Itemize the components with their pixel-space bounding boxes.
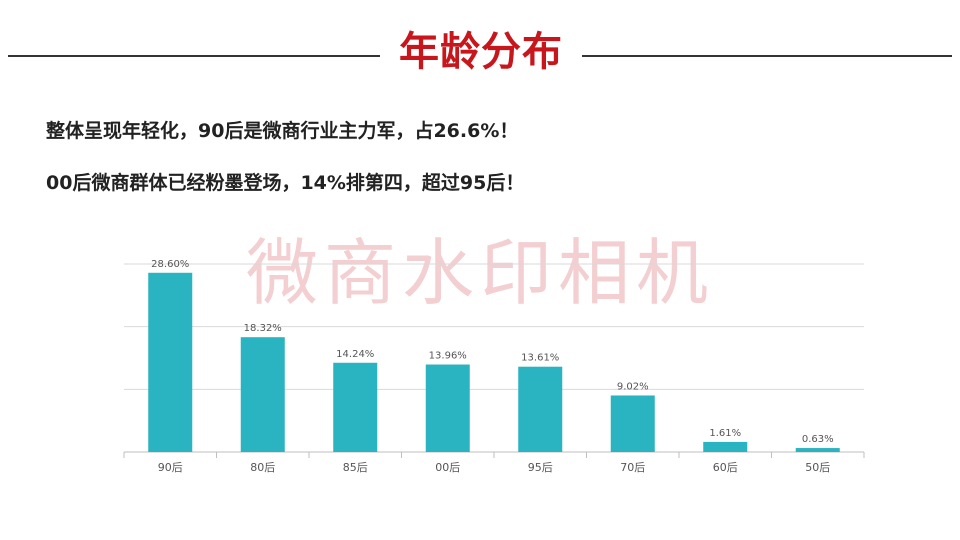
data-label: 9.02% xyxy=(617,381,649,392)
title-divider-left xyxy=(8,55,380,57)
x-tick-label: 90后 xyxy=(158,461,183,474)
summary-line-1: 整体呈现年轻化，90后是微商行业主力军，占26.6%！ xyxy=(46,120,519,142)
data-label: 13.96% xyxy=(429,351,467,362)
bar xyxy=(518,366,563,452)
page-title: 年龄分布 xyxy=(399,29,563,75)
x-tick-label: 50后 xyxy=(805,461,830,474)
data-label: 13.61% xyxy=(521,353,559,364)
bar xyxy=(703,441,748,452)
x-tick-label: 60后 xyxy=(713,461,738,474)
bar xyxy=(333,362,378,452)
data-label: 18.32% xyxy=(244,323,282,334)
data-label: 14.24% xyxy=(336,349,374,360)
x-tick-label: 00后 xyxy=(435,461,460,474)
x-tick-label: 70后 xyxy=(620,461,645,474)
bar xyxy=(148,272,193,452)
data-label: 28.60% xyxy=(151,259,189,270)
bar xyxy=(610,395,655,452)
title-divider-right xyxy=(582,55,952,57)
data-label: 0.63% xyxy=(802,434,834,445)
summary-line-2: 00后微商群体已经粉墨登场，14%排第四，超过95后！ xyxy=(46,172,525,194)
bar xyxy=(425,364,470,452)
data-label: 1.61% xyxy=(709,428,741,439)
x-tick-label: 95后 xyxy=(528,461,553,474)
x-tick-label: 80后 xyxy=(250,461,275,474)
bar xyxy=(240,337,285,452)
x-tick-label: 85后 xyxy=(343,461,368,474)
title-row: 年龄分布 xyxy=(0,22,960,82)
bar xyxy=(795,448,840,452)
